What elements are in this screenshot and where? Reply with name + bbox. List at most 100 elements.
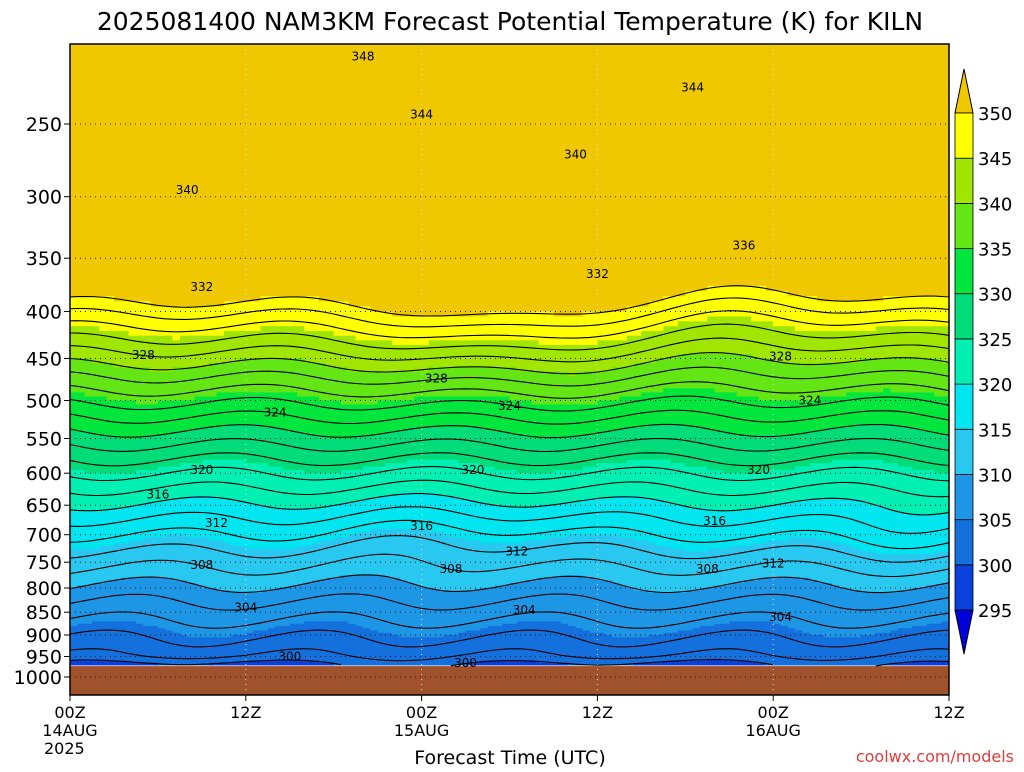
contour-fill-cell <box>238 263 247 271</box>
contour-fill-cell <box>172 486 181 491</box>
contour-fill-cell <box>135 492 144 497</box>
contour-fill-cell <box>128 99 137 109</box>
contour-fill-cell <box>289 147 298 156</box>
contour-fill-cell <box>84 183 93 191</box>
contour-fill-cell <box>150 400 159 406</box>
contour-fill-cell <box>187 419 196 425</box>
contour-fill-cell <box>91 442 100 447</box>
contour-fill-cell <box>172 531 181 536</box>
contour-fill-cell <box>187 344 196 351</box>
contour-fill-cell <box>91 483 100 487</box>
contour-fill-cell <box>77 520 86 524</box>
contour-fill-cell <box>297 456 305 461</box>
contour-fill-cell <box>70 139 78 148</box>
contour-fill-cell <box>194 246 203 254</box>
contour-fill-cell <box>150 469 159 474</box>
contour-fill-cell <box>282 449 291 454</box>
contour-fill-cell <box>194 400 203 406</box>
contour-fill-cell <box>304 316 313 322</box>
contour-fill-cell <box>84 73 93 83</box>
contour-fill-cell <box>238 301 247 308</box>
contour-fill-cell <box>304 412 313 417</box>
contour-fill-cell <box>201 495 210 500</box>
contour-fill-cell <box>260 580 269 584</box>
contour-fill-cell <box>150 427 159 432</box>
contour-fill-cell <box>253 632 262 636</box>
contour-fill-cell <box>84 511 93 515</box>
contour-fill-cell <box>106 466 115 471</box>
contour-fill-cell <box>106 459 115 464</box>
contour-fill-cell <box>70 545 78 550</box>
contour-fill-cell <box>91 291 100 297</box>
contour-fill-cell <box>267 349 276 355</box>
contour-fill-cell <box>70 306 78 313</box>
contour-fill-cell <box>253 358 262 364</box>
contour-fill-cell <box>135 585 144 589</box>
contour-fill-cell <box>187 228 196 236</box>
contour-fill-cell <box>297 489 305 494</box>
contour-fill-cell <box>304 274 313 281</box>
contour-fill-cell <box>77 344 86 351</box>
contour-fill-cell <box>128 473 137 478</box>
contour-fill-cell <box>77 612 86 616</box>
contour-fill-cell <box>231 131 240 141</box>
contour-fill-cell <box>209 469 218 474</box>
contour-fill-cell <box>216 269 225 276</box>
contour-fill-cell <box>282 349 291 355</box>
contour-fill-cell <box>231 388 240 394</box>
contour-fill-cell <box>143 469 152 474</box>
contour-fill-cell <box>194 344 203 351</box>
contour-fill-cell <box>172 438 181 443</box>
contour-fill-cell <box>253 548 262 553</box>
contour-fill-cell <box>70 280 78 287</box>
contour-fill-cell <box>238 375 247 381</box>
contour-fill-cell <box>143 486 152 491</box>
contour-fill-cell <box>223 392 232 398</box>
contour-fill-cell <box>297 616 305 620</box>
contour-fill-cell <box>91 495 100 500</box>
contour-fill-cell <box>260 274 269 281</box>
contour-fill-cell <box>179 228 188 236</box>
contour-fill-cell <box>179 131 188 141</box>
contour-fill-cell <box>304 349 313 355</box>
contour-fill-cell <box>157 216 166 224</box>
contour-fill-cell <box>289 534 298 539</box>
contour-fill-cell <box>187 301 196 308</box>
contour-fill-cell <box>121 362 130 368</box>
contour-fill-cell <box>245 597 254 601</box>
contour-fill-cell <box>150 582 159 587</box>
contour-fill-cell <box>106 240 115 248</box>
contour-fill-cell <box>113 587 122 592</box>
contour-fill-cell <box>238 585 247 589</box>
contour-fill-cell <box>289 209 298 217</box>
contour-fill-cell <box>143 545 152 550</box>
contour-fill-cell <box>70 619 78 623</box>
contour-fill-cell <box>113 540 122 544</box>
contour-fill-cell <box>238 392 247 398</box>
contour-fill-cell <box>223 375 232 381</box>
contour-fill-cell <box>201 637 210 640</box>
contour-fill-cell <box>253 656 262 660</box>
contour-fill-cell <box>245 634 254 638</box>
contour-fill-cell <box>187 514 196 518</box>
contour-fill-cell <box>223 652 232 656</box>
contour-fill-cell <box>209 564 218 569</box>
contour-fill-cell <box>121 559 130 563</box>
contour-fill-cell <box>216 301 225 308</box>
contour-fill-cell <box>209 274 218 281</box>
contour-fill-cell <box>91 551 100 555</box>
contour-fill-cell <box>275 645 284 649</box>
contour-fill-cell <box>157 349 166 355</box>
contour-fill-cell <box>121 630 130 634</box>
contour-fill-cell <box>172 609 181 613</box>
contour-fill-cell <box>253 216 262 224</box>
contour-fill-cell <box>194 54 203 65</box>
contour-fill-cell <box>150 196 159 204</box>
contour-fill-cell <box>216 107 225 117</box>
contour-fill-cell <box>304 416 313 421</box>
contour-fill-cell <box>150 371 159 377</box>
contour-fill-cell <box>172 388 181 394</box>
contour-fill-cell <box>216 44 225 56</box>
contour-fill-cell <box>135 621 144 625</box>
contour-fill-cell <box>150 375 159 381</box>
